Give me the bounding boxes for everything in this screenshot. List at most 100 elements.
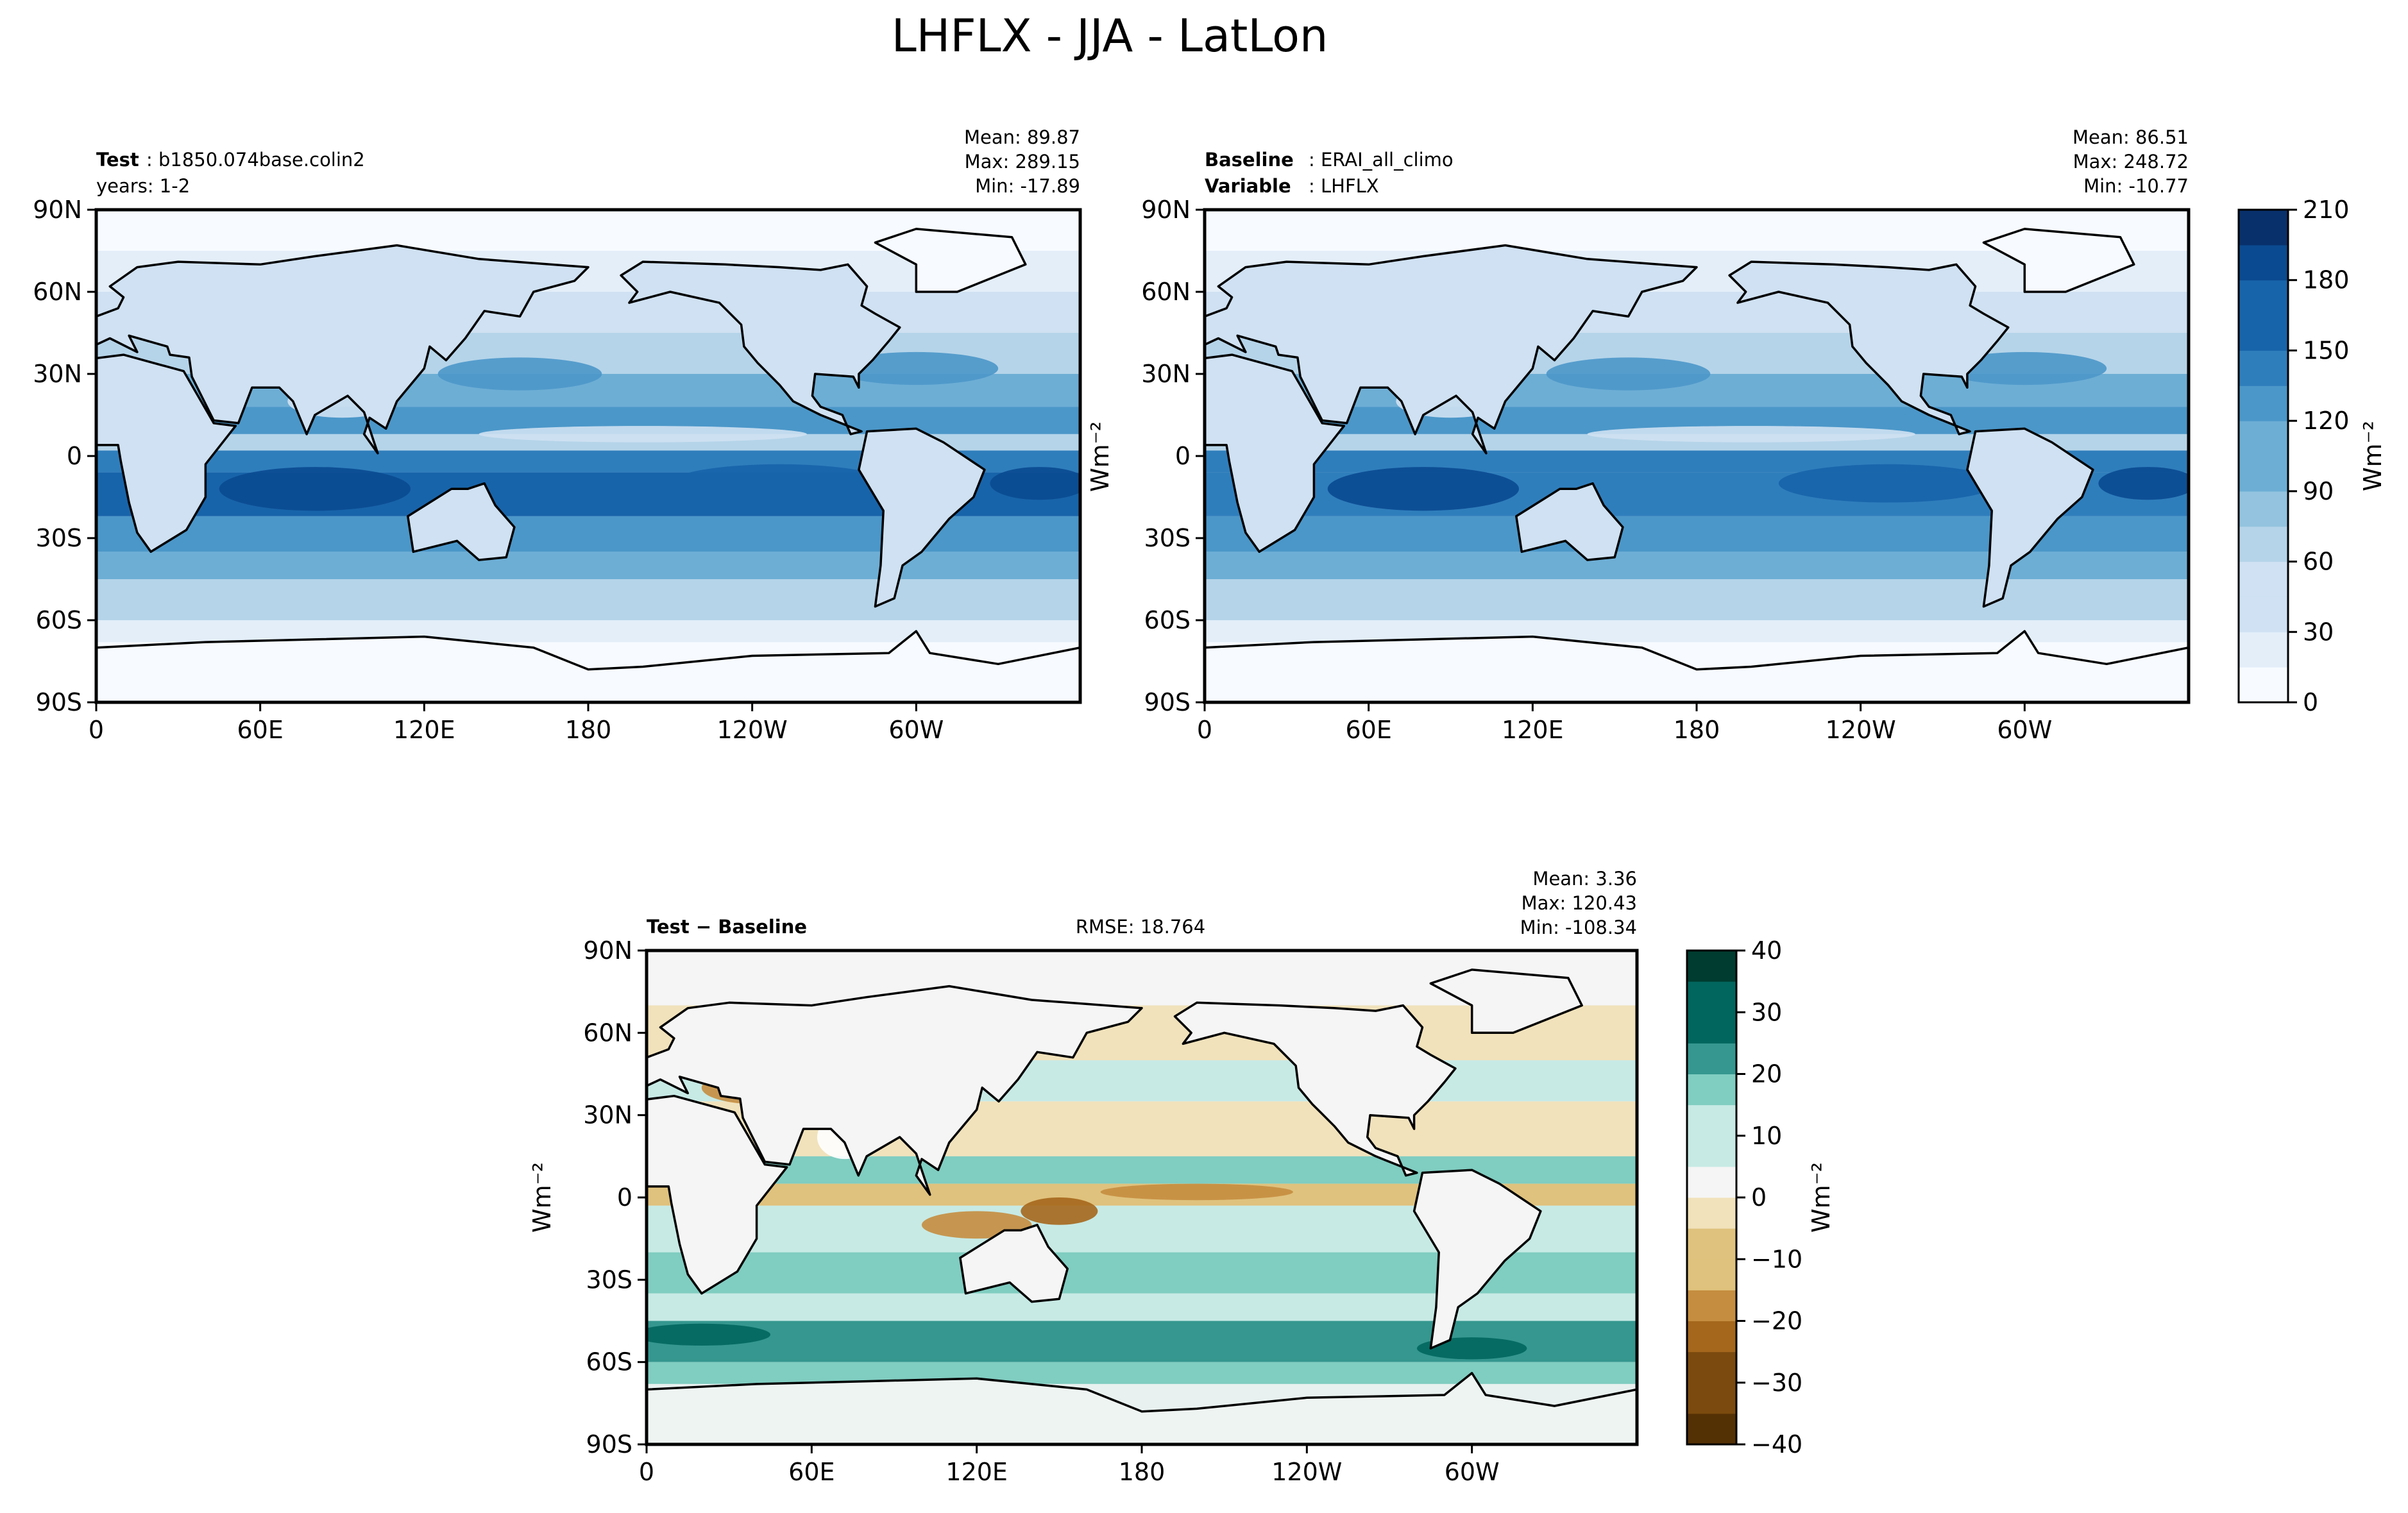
diff-rmse: RMSE: 18.764 <box>1076 916 1205 938</box>
colorbar-swatch <box>2239 350 2288 386</box>
colorbar-tick-label: 120 <box>2303 407 2350 435</box>
test-y-axis: 90N 60N 30N 0 30S 60S 90S <box>33 196 96 716</box>
x-tick-label: 120W <box>1271 1458 1342 1486</box>
coastline-eurasia <box>647 985 1143 1196</box>
y-tick-label: 60S <box>1144 606 1191 634</box>
x-tick-label: 60W <box>888 716 944 744</box>
colorbar-swatch <box>1687 1043 1736 1074</box>
coastline-eurasia <box>1205 244 1698 455</box>
colorbar-swatch <box>2239 280 2288 316</box>
test-title-bold: Test <box>96 149 139 171</box>
y-tick-label: 0 <box>67 442 82 470</box>
lhflx-zonal-band-10 <box>96 552 1080 579</box>
lhflx-feature-0 <box>1587 426 1915 443</box>
panel-baseline: Baseline : ERAI_all_climo Variable : LHF… <box>1086 126 2191 744</box>
lhflx-zonal-band-12 <box>96 620 1080 643</box>
x-tick-label: 0 <box>89 716 104 744</box>
coastline-africa <box>1205 353 1346 554</box>
baseline-max: Max: 248.72 <box>2073 151 2189 173</box>
y-tick-label: 30S <box>1144 524 1191 552</box>
colorbar-tick-label: 180 <box>2303 266 2350 294</box>
diff-ylabel: Wm⁻² <box>528 1162 556 1233</box>
coastline-samerica <box>1412 1169 1542 1350</box>
colorbar-swatch <box>1687 1413 1736 1445</box>
lhflx-feature-2 <box>1778 464 1997 503</box>
colorbar-tick-label: −20 <box>1751 1307 1802 1335</box>
lhflx-feature-6 <box>834 351 999 385</box>
colorbar-tick-label: 0 <box>2303 688 2318 716</box>
colorbar-swatch <box>2239 244 2288 281</box>
colorbar-swatch <box>1687 1197 1736 1229</box>
colorbar-swatch <box>1687 1228 1736 1260</box>
y-tick-label: 60S <box>36 606 82 634</box>
colorbar-swatch <box>1687 1135 1736 1167</box>
coastline-africa <box>647 1094 788 1295</box>
colorbar-swatch <box>1687 1382 1736 1414</box>
colorbar-swatch <box>1687 1166 1736 1198</box>
x-tick-label: 60E <box>237 716 283 744</box>
y-tick-label: 90S <box>36 688 82 716</box>
baseline-subtitle-bold: Variable <box>1205 175 1291 197</box>
colorbar-swatch <box>1687 981 1736 1013</box>
colorbar-tick-label: 20 <box>1751 1060 1782 1088</box>
y-tick-label: 90N <box>1141 196 1191 224</box>
coastline-antarctica <box>647 1372 1637 1444</box>
panel-test: Test : b1850.074base.colin2 years: 1-2 M… <box>33 126 1082 744</box>
colorbar-top-label: Wm⁻² <box>2359 421 2387 491</box>
figure-title: LHFLX - JJA - LatLon <box>892 10 1328 62</box>
colorbar-tick-label: 150 <box>2303 336 2350 364</box>
test-subtitle: years: 1-2 <box>96 175 190 197</box>
diff-x-axis: 0 60E 120E 180 120W 60W <box>639 1444 1500 1486</box>
baseline-map <box>1205 210 2189 702</box>
colorbar-tick-label: −10 <box>1751 1245 1802 1273</box>
colorbar-swatch <box>1687 951 1736 982</box>
coastline-greenland <box>874 228 1027 293</box>
baseline-ylabel: Wm⁻² <box>1086 421 1114 492</box>
baseline-title-rest: : ERAI_all_climo <box>1309 149 1454 171</box>
colorbar-top: 210 180 150 120 90 60 30 0 Wm⁻² <box>2237 196 2387 716</box>
baseline-min: Min: -10.77 <box>2083 175 2189 197</box>
colorbar-swatch <box>1687 1259 1736 1290</box>
colorbar-swatch <box>2239 491 2288 527</box>
colorbar-bottom-label: Wm⁻² <box>1807 1162 1835 1233</box>
test-title-rest: : b1850.074base.colin2 <box>146 149 365 171</box>
diff-title: Test − Baseline <box>647 916 807 938</box>
y-tick-label: 90S <box>586 1430 632 1458</box>
y-tick-label: 30N <box>583 1101 632 1129</box>
y-tick-label: 30S <box>36 524 82 552</box>
colorbar-tick-label: 30 <box>1751 998 1782 1026</box>
colorbar-swatch <box>1687 1074 1736 1106</box>
test-map <box>96 210 1080 702</box>
diff-map <box>647 951 1637 1444</box>
test-mean: Mean: 89.87 <box>964 126 1080 148</box>
colorbar-swatch <box>2239 667 2288 703</box>
colorbar-swatch <box>2239 526 2288 562</box>
y-tick-label: 60N <box>583 1019 632 1047</box>
lhflx-feature-1 <box>1327 467 1520 511</box>
lhflx-zonal-band-11 <box>96 579 1080 620</box>
coastline-australia <box>959 1224 1069 1303</box>
test-min: Min: -17.89 <box>975 175 1080 197</box>
colorbar-swatch <box>2239 421 2288 457</box>
x-tick-label: 180 <box>1119 1458 1166 1486</box>
colorbar-swatch <box>2239 561 2288 597</box>
coastline-antarctica <box>1205 630 2189 702</box>
colorbar-swatch <box>2239 596 2288 632</box>
coastline-samerica <box>858 427 986 608</box>
colorbar-tick-label: 30 <box>2303 618 2334 646</box>
colorbar-swatch <box>2239 210 2288 246</box>
lhflx-zonal-band-12 <box>1205 620 2189 643</box>
panel-diff: Test − Baseline RMSE: 18.764 Mean: 3.36 … <box>528 868 1639 1486</box>
colorbar-tick-label: 40 <box>1751 936 1782 965</box>
colorbar-swatch <box>2239 385 2288 421</box>
baseline-title-bold: Baseline <box>1205 149 1294 171</box>
x-tick-label: 120E <box>945 1458 1008 1486</box>
diff-feature-0 <box>1100 1183 1293 1201</box>
y-tick-label: 90S <box>1144 688 1191 716</box>
coastline-australia <box>1515 482 1624 561</box>
baseline-mean: Mean: 86.51 <box>2073 126 2189 148</box>
diff-max: Max: 120.43 <box>1522 892 1637 914</box>
coastline-samerica <box>1966 427 2094 608</box>
x-tick-label: 60E <box>788 1458 835 1486</box>
